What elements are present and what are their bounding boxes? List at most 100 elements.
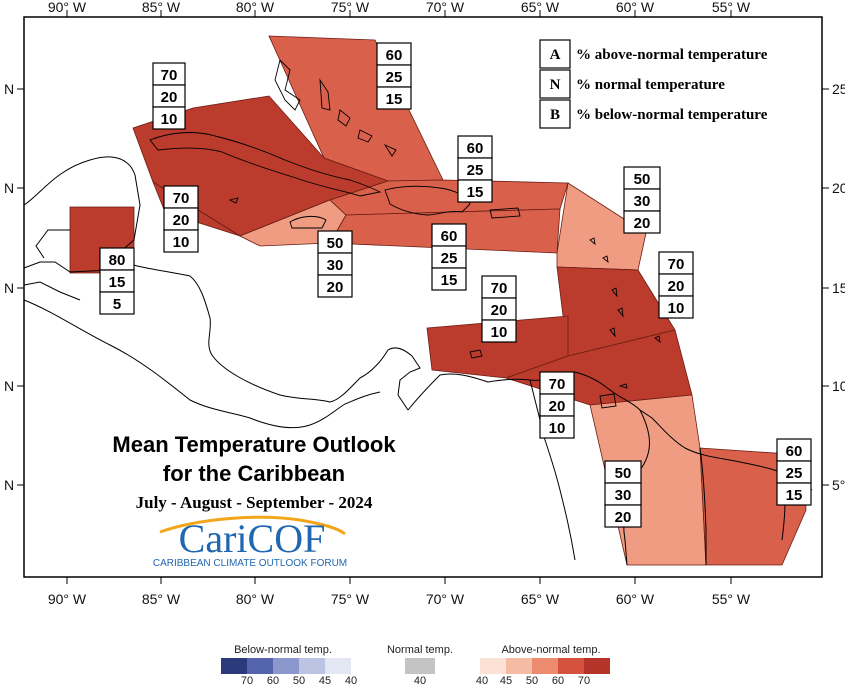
island-abc bbox=[469, 349, 483, 359]
island-trinidad bbox=[599, 393, 617, 409]
colorbar-above-tick: 40 bbox=[476, 675, 488, 684]
right-axis-labels: 25° 20° 15° 10° 5° bbox=[832, 81, 845, 493]
key-letter-normal: N bbox=[550, 77, 561, 93]
island-leeward-2 bbox=[602, 255, 609, 264]
colorbar-above-title: Above-normal temp. bbox=[501, 644, 600, 656]
bottom-axis-labels: 90° W 85° W 80° W 75° W 70° W 65° W 60° … bbox=[48, 591, 751, 607]
top-tick-label: 65° W bbox=[521, 0, 560, 15]
island-bahamas-4 bbox=[357, 129, 373, 143]
island-cayman bbox=[228, 197, 239, 204]
bottom-tick-label: 65° W bbox=[521, 591, 560, 607]
prob-below: 20 bbox=[615, 509, 632, 526]
prob-box-hispaniola-south: 60 25 15 bbox=[431, 223, 467, 291]
prob-below: 20 bbox=[327, 279, 344, 296]
prob-box-abc: 70 20 10 bbox=[481, 275, 517, 343]
coastline-mexico-inland bbox=[23, 281, 81, 301]
top-tick-label: 80° W bbox=[236, 0, 275, 15]
colorbar-below-swatch bbox=[299, 658, 325, 674]
logo-subtitle: CARIBBEAN CLIMATE OUTLOOK FORUM bbox=[153, 558, 347, 569]
right-tick-label: 10° bbox=[832, 378, 845, 394]
top-tick-label: 85° W bbox=[142, 0, 181, 15]
prob-above: 80 bbox=[109, 252, 126, 269]
prob-normal: 20 bbox=[491, 302, 508, 319]
bottom-tick-label: 90° W bbox=[48, 591, 87, 607]
coastline-belize-border bbox=[35, 229, 70, 259]
colorbar-above-tick: 45 bbox=[500, 675, 512, 684]
left-tick-label: N bbox=[4, 280, 14, 296]
island-leeward-1 bbox=[589, 237, 596, 246]
colorbar-above-swatch bbox=[558, 658, 584, 674]
colorbar-below-title: Below-normal temp. bbox=[234, 644, 332, 656]
prob-normal: 30 bbox=[327, 257, 344, 274]
prob-below: 20 bbox=[634, 215, 651, 232]
prob-box-windward: 70 20 10 bbox=[658, 251, 694, 319]
bottom-tick-label: 55° W bbox=[712, 591, 751, 607]
prob-box-jamaica: 50 30 20 bbox=[317, 230, 353, 298]
prob-box-hispaniola-north: 60 25 15 bbox=[457, 135, 493, 203]
prob-above: 60 bbox=[467, 140, 484, 157]
colorbar-above-swatch bbox=[506, 658, 532, 674]
prob-normal: 15 bbox=[109, 274, 126, 291]
right-tick-label: 20° bbox=[832, 180, 845, 196]
prob-box-guyana: 50 30 20 bbox=[604, 460, 642, 528]
bottom-tick-label: 85° W bbox=[142, 591, 181, 607]
key-desc-above: % above-normal temperature bbox=[576, 47, 768, 63]
coastline-inland bbox=[529, 379, 576, 561]
right-tick-label: 15° bbox=[832, 280, 845, 296]
prob-below: 15 bbox=[386, 91, 403, 108]
prob-above: 70 bbox=[549, 376, 566, 393]
coastlines bbox=[23, 156, 813, 566]
prob-normal: 25 bbox=[386, 69, 403, 86]
island-bahamas-5 bbox=[383, 143, 397, 157]
top-tick-label: 60° W bbox=[616, 0, 655, 15]
prob-below: 10 bbox=[161, 111, 178, 128]
island-barbados bbox=[654, 335, 661, 344]
map-title-line2: for the Caribbean bbox=[163, 461, 345, 486]
prob-box-bahamas: 60 25 15 bbox=[376, 42, 412, 110]
key-letter-below: B bbox=[550, 107, 560, 123]
prob-below: 10 bbox=[491, 324, 508, 341]
coastline-pacific-side bbox=[23, 299, 311, 429]
prob-below: 10 bbox=[549, 420, 566, 437]
island-windward-1 bbox=[611, 287, 618, 298]
prob-below: 10 bbox=[668, 300, 685, 317]
island-bahamas-2 bbox=[319, 78, 331, 111]
colorbar-above-tick: 60 bbox=[552, 675, 564, 684]
map-period: July - August - September - 2024 bbox=[136, 493, 373, 512]
prob-above: 70 bbox=[161, 67, 178, 84]
colorbar-below-swatch bbox=[247, 658, 273, 674]
bottom-tick-label: 80° W bbox=[236, 591, 275, 607]
coastline-panama bbox=[309, 391, 381, 426]
colorbar-below-tick: 70 bbox=[241, 675, 253, 684]
prob-box-cuba: 70 20 10 bbox=[152, 62, 186, 130]
caricof-logo: CariCOF CARIBBEAN CLIMATE OUTLOOK FORUM bbox=[153, 515, 347, 569]
colorbar-below-tick: 60 bbox=[267, 675, 279, 684]
prob-above: 60 bbox=[441, 228, 458, 245]
colorbar-below-tick: 50 bbox=[293, 675, 305, 684]
top-tick-label: 70° W bbox=[426, 0, 465, 15]
prob-below: 15 bbox=[441, 272, 458, 289]
probability-key: A N B % above-normal temperature % norma… bbox=[539, 39, 768, 129]
top-tick-label: 90° W bbox=[48, 0, 87, 15]
colorbar-normal-swatch bbox=[405, 658, 435, 674]
prob-normal: 20 bbox=[668, 278, 685, 295]
prob-box-trinidad: 70 20 10 bbox=[539, 371, 575, 439]
prob-normal: 25 bbox=[441, 250, 458, 267]
map-title-line1: Mean Temperature Outlook bbox=[112, 432, 396, 457]
top-axis-labels: 90° W 85° W 80° W 75° W 70° W 65° W 60° … bbox=[48, 0, 751, 15]
island-windward-3 bbox=[609, 327, 616, 338]
prob-normal: 25 bbox=[467, 162, 484, 179]
logo-swoosh bbox=[159, 515, 346, 536]
prob-normal: 20 bbox=[161, 89, 178, 106]
colorbar-above-tick: 50 bbox=[526, 675, 538, 684]
prob-above: 50 bbox=[327, 235, 344, 252]
key-letter-above: A bbox=[550, 47, 561, 63]
prob-above: 70 bbox=[491, 280, 508, 297]
colorbar-below-swatch bbox=[325, 658, 351, 674]
island-puerto-rico bbox=[489, 207, 521, 219]
islands bbox=[149, 59, 661, 409]
prob-below: 15 bbox=[786, 487, 803, 504]
bottom-tick-label: 60° W bbox=[616, 591, 655, 607]
prob-normal: 30 bbox=[615, 487, 632, 504]
island-hispaniola bbox=[384, 185, 471, 216]
